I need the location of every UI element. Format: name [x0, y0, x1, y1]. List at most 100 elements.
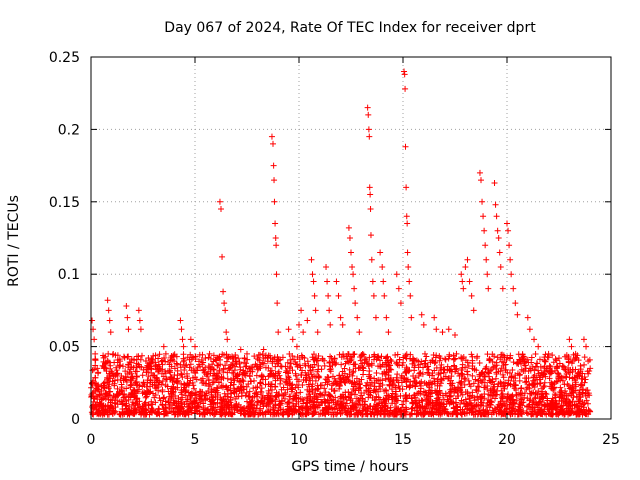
data-point-band [379, 382, 386, 389]
data-point [364, 104, 371, 111]
data-point-band [477, 377, 484, 384]
data-point-band [434, 388, 441, 395]
data-point-band [321, 385, 328, 392]
data-point-band [286, 350, 293, 357]
data-point-band [442, 355, 449, 362]
data-point-band [385, 362, 392, 369]
data-point-band [427, 359, 434, 366]
data-point-band [284, 378, 291, 385]
data-point-band [494, 383, 501, 390]
data-point [272, 235, 279, 241]
data-point-band [92, 374, 99, 381]
data-point [177, 317, 184, 324]
data-point-band [225, 386, 232, 393]
data-point [327, 321, 334, 328]
data-point-band [542, 390, 549, 397]
data-point-band [499, 358, 506, 365]
data-point-band [395, 409, 402, 416]
data-point-band [550, 384, 557, 391]
data-point [380, 278, 387, 285]
data-point-band [255, 351, 262, 358]
data-point-band [311, 403, 318, 410]
data-point-band [512, 375, 519, 382]
data-point-band [346, 378, 353, 385]
data-point-band [308, 398, 315, 405]
data-point [587, 365, 594, 372]
data-point [585, 358, 592, 365]
data-point-band [355, 378, 362, 385]
data-point-band [442, 392, 449, 399]
data-point-band [533, 411, 540, 418]
data-point-band [388, 386, 395, 393]
data-point-band [484, 369, 491, 376]
data-point-band [183, 361, 190, 368]
data-point-band [390, 409, 397, 416]
data-point-band [142, 394, 149, 401]
data-point-band [311, 409, 318, 416]
data-point-band [188, 392, 195, 399]
data-point [345, 224, 352, 231]
data-point-band [215, 379, 222, 386]
data-point-band [497, 398, 504, 405]
data-point [135, 307, 142, 314]
data-point [452, 332, 458, 339]
data-point-band [258, 385, 265, 392]
data-point-band [279, 354, 286, 361]
data-point-band [243, 389, 250, 396]
data-point-band [555, 411, 562, 418]
data-point [496, 249, 503, 256]
data-point [136, 317, 143, 324]
data-point-band [114, 370, 121, 377]
data-point-band [180, 358, 187, 365]
data-point-band [382, 376, 389, 383]
data-point-band [304, 358, 311, 365]
data-point-band [453, 365, 460, 372]
data-point-band [471, 366, 478, 373]
data-point-band [358, 411, 365, 418]
data-point-band [357, 402, 364, 409]
data-point-band [526, 397, 533, 404]
data-point [418, 311, 425, 318]
data-point-band [233, 400, 240, 407]
data-point-band [227, 376, 234, 383]
data-point-band [185, 403, 192, 410]
data-point-band [444, 410, 451, 417]
data-point-band [238, 377, 245, 384]
data-point [260, 346, 267, 353]
data-point-band [288, 388, 295, 395]
data-point [404, 220, 411, 227]
data-point-band [193, 391, 200, 398]
data-point-band [257, 405, 264, 412]
data-point-band [150, 390, 157, 397]
data-point-band [509, 392, 516, 399]
data-point-band [522, 368, 529, 375]
data-point [314, 329, 321, 336]
data-point [365, 126, 372, 133]
data-point-band [392, 391, 399, 398]
data-point [273, 242, 280, 249]
data-point-band [424, 363, 431, 370]
data-point-band [546, 369, 553, 376]
data-point-band [464, 371, 471, 378]
data-point [289, 336, 296, 343]
data-point-band [471, 397, 478, 404]
data-point-band [120, 408, 127, 415]
data-point-band [259, 393, 266, 400]
data-point-band [272, 383, 279, 390]
data-point-band [155, 355, 162, 362]
data-point-band [214, 408, 221, 415]
data-point-band [534, 360, 541, 367]
data-point-band [188, 367, 195, 374]
data-point-band [552, 394, 559, 401]
data-point-band [367, 375, 374, 382]
data-point-band [97, 391, 104, 398]
data-point-band [315, 372, 322, 379]
data-point [285, 326, 292, 333]
data-point-band [568, 360, 575, 367]
data-point-band [208, 386, 215, 393]
data-point [125, 326, 132, 333]
data-point-band [147, 377, 154, 384]
data-point-band [472, 408, 479, 415]
data-point-band [117, 358, 124, 365]
data-point-band [446, 380, 453, 387]
